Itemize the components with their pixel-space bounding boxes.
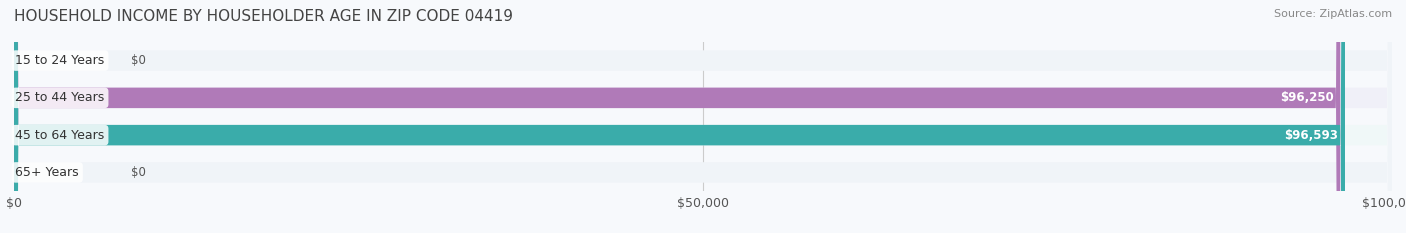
FancyBboxPatch shape — [14, 0, 1346, 233]
Text: 15 to 24 Years: 15 to 24 Years — [15, 54, 104, 67]
Text: HOUSEHOLD INCOME BY HOUSEHOLDER AGE IN ZIP CODE 04419: HOUSEHOLD INCOME BY HOUSEHOLDER AGE IN Z… — [14, 9, 513, 24]
Text: 25 to 44 Years: 25 to 44 Years — [15, 91, 104, 104]
Text: $96,250: $96,250 — [1279, 91, 1333, 104]
FancyBboxPatch shape — [14, 0, 1392, 233]
Text: $0: $0 — [131, 54, 146, 67]
FancyBboxPatch shape — [14, 0, 1392, 233]
Text: $0: $0 — [131, 166, 146, 179]
Text: $96,593: $96,593 — [1284, 129, 1339, 142]
Text: 65+ Years: 65+ Years — [15, 166, 79, 179]
FancyBboxPatch shape — [14, 0, 1392, 233]
Text: Source: ZipAtlas.com: Source: ZipAtlas.com — [1274, 9, 1392, 19]
FancyBboxPatch shape — [14, 0, 1392, 233]
Text: 45 to 64 Years: 45 to 64 Years — [15, 129, 104, 142]
FancyBboxPatch shape — [14, 0, 1340, 233]
